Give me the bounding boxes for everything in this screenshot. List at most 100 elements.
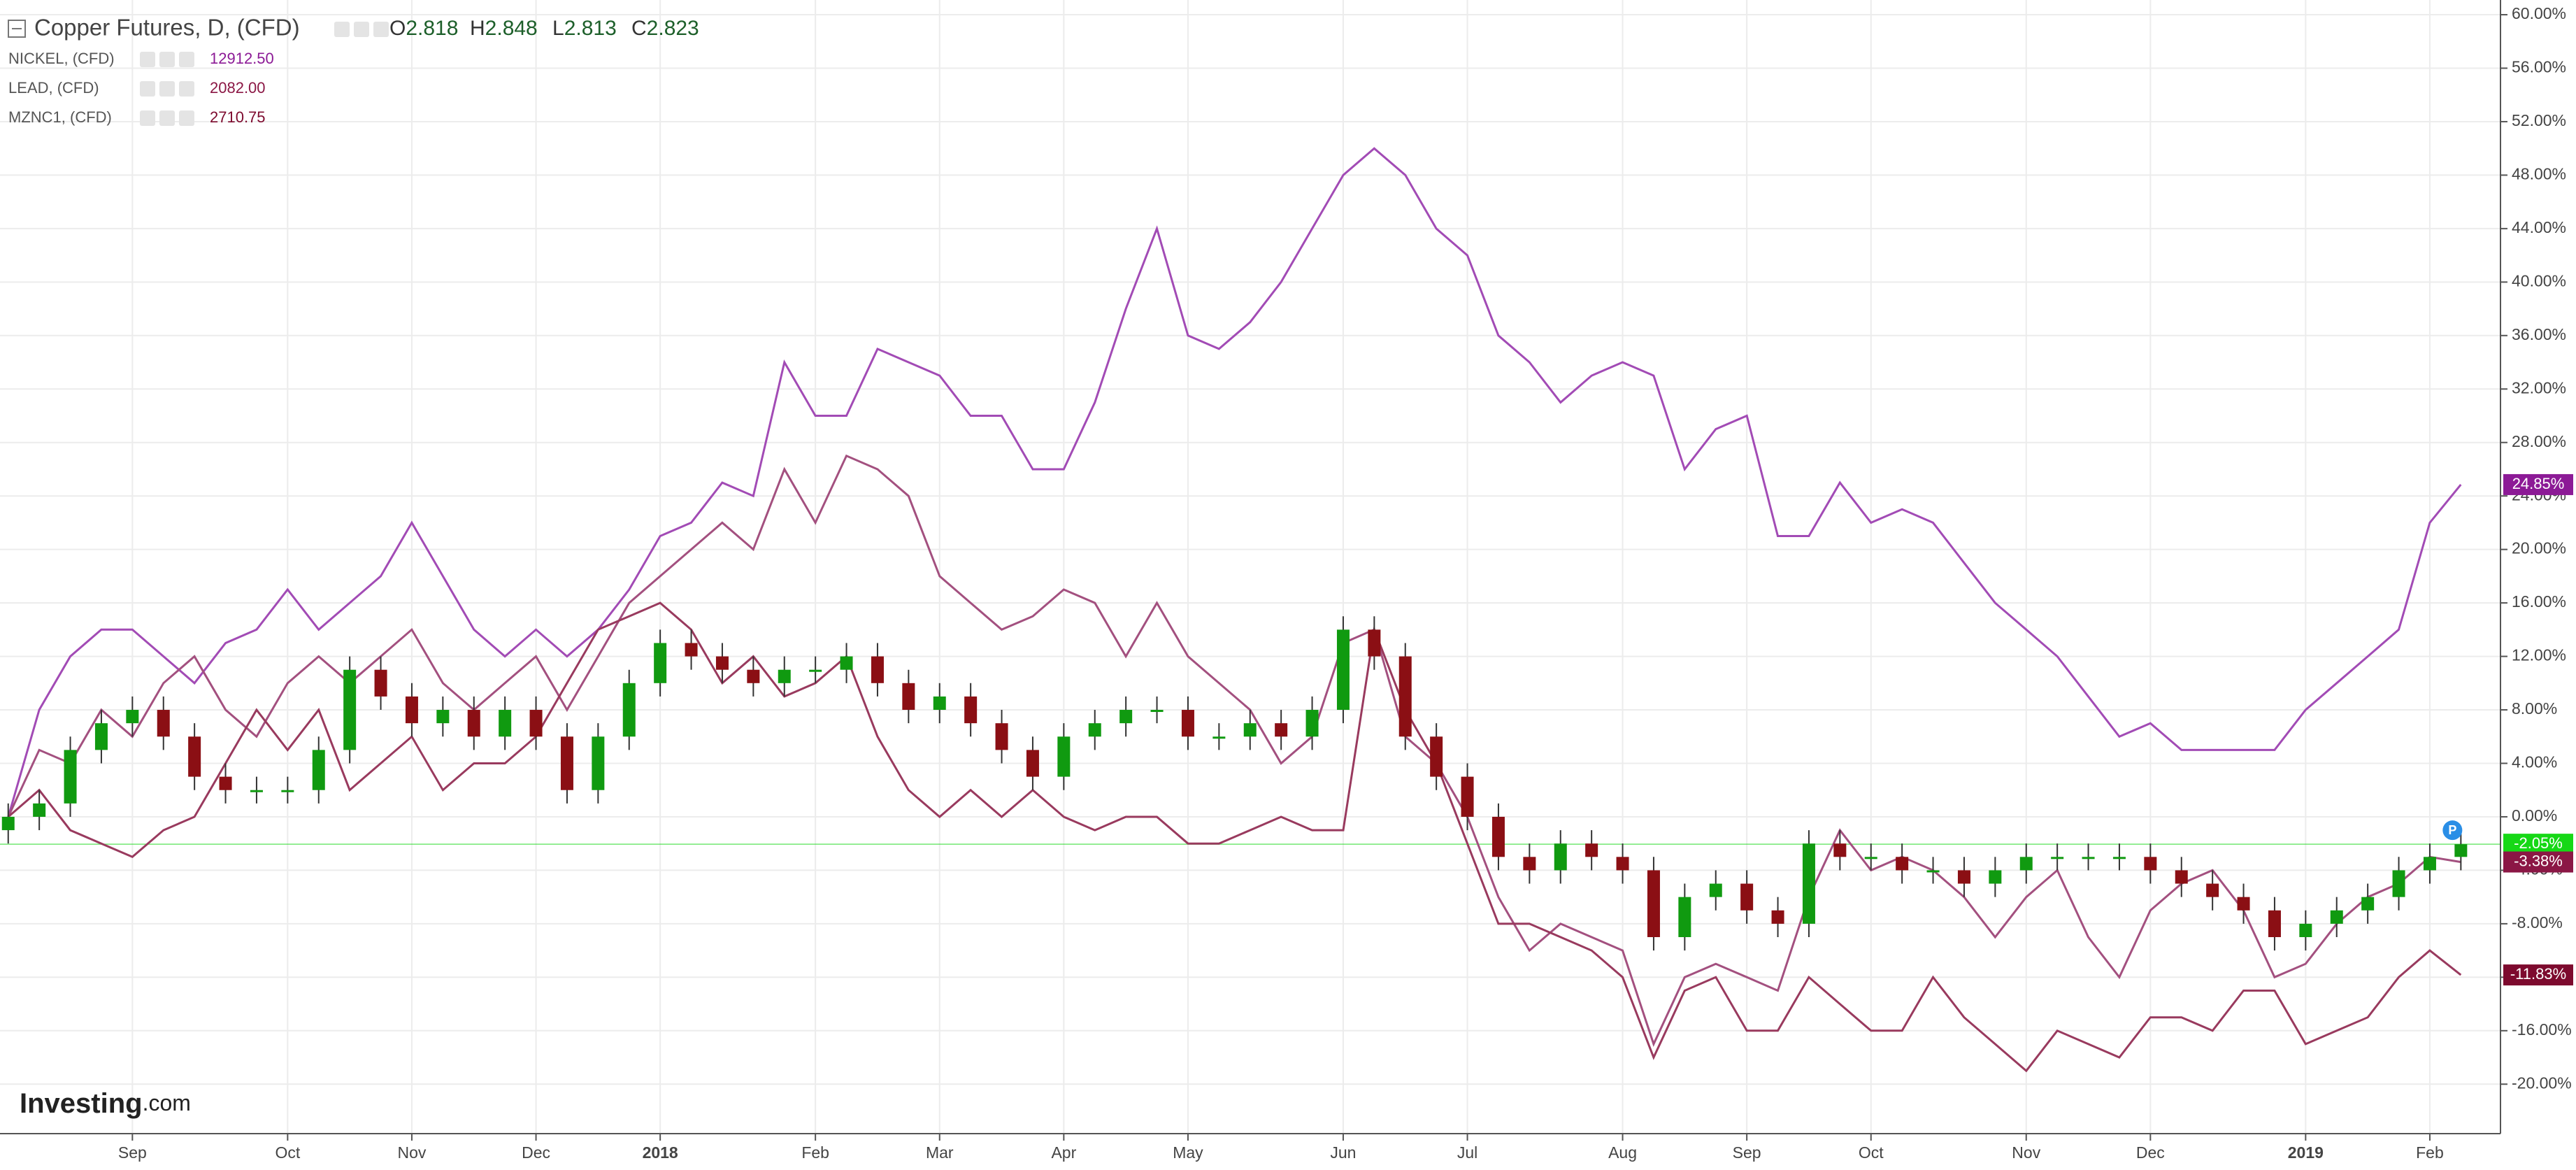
y-tick-label: 20.00% bbox=[2512, 539, 2566, 557]
candle-body bbox=[1802, 843, 1815, 924]
ohlc-item: O2.818 bbox=[389, 17, 458, 40]
chart-title: Copper Futures, D, (CFD) bbox=[34, 15, 300, 41]
candle-body bbox=[2392, 870, 2405, 897]
value-tag-bg bbox=[2503, 964, 2573, 986]
legend-icon bbox=[159, 110, 175, 126]
candle-body bbox=[1771, 910, 1784, 924]
ohlc-value: 2.848 bbox=[485, 17, 538, 40]
grid bbox=[0, 0, 2500, 1134]
legend-value: 2710.75 bbox=[210, 108, 266, 126]
ohlc-value: 2.823 bbox=[647, 17, 699, 40]
candle-body bbox=[2299, 923, 2312, 938]
plot: P bbox=[0, 147, 2500, 1073]
x-tick-label: Feb bbox=[2416, 1143, 2444, 1162]
candle-body bbox=[809, 669, 822, 672]
x-tick-label: Dec bbox=[2136, 1143, 2165, 1162]
watermark: Investing.com bbox=[20, 1088, 191, 1119]
y-tick-label: 52.00% bbox=[2512, 111, 2566, 129]
legend-value: 2082.00 bbox=[210, 79, 266, 97]
watermark-suffix: .com bbox=[143, 1090, 191, 1115]
legend-value: 12912.50 bbox=[210, 50, 274, 67]
x-tick-label: Nov bbox=[2012, 1143, 2040, 1162]
y-tick-label: -16.00% bbox=[2512, 1020, 2572, 1039]
candle-body bbox=[2237, 897, 2250, 911]
candle-body bbox=[778, 669, 791, 683]
ohlc-item: L2.813 bbox=[552, 17, 617, 40]
y-tick-label: 28.00% bbox=[2512, 432, 2566, 450]
candle-body bbox=[1243, 723, 1257, 737]
candle-body bbox=[560, 736, 573, 790]
event-marker-text: P bbox=[2448, 823, 2456, 837]
candle-body bbox=[2454, 844, 2468, 857]
candle-body bbox=[840, 656, 853, 670]
candle-body bbox=[2330, 910, 2343, 924]
series-line bbox=[7, 147, 2462, 818]
candle-body bbox=[1896, 857, 1909, 871]
candle-body bbox=[1491, 816, 1505, 857]
candle-body bbox=[747, 669, 760, 683]
legend: Copper Futures, D, (CFD) O2.818 H2.848 L2.8… bbox=[8, 15, 699, 1119]
y-tick-label: 56.00% bbox=[2512, 58, 2566, 76]
candle-body bbox=[1305, 710, 1319, 737]
legend-icon bbox=[179, 52, 194, 67]
candle-body bbox=[1647, 870, 1660, 938]
candle-body bbox=[995, 723, 1008, 750]
candle-body bbox=[964, 696, 978, 724]
x-tick-label: Jul bbox=[1457, 1143, 1477, 1162]
candle-body bbox=[281, 790, 294, 792]
legend-name: NICKEL, (CFD) bbox=[8, 50, 115, 67]
candle-body bbox=[1336, 629, 1350, 711]
x-tick-label: Aug bbox=[1608, 1143, 1637, 1162]
x-tick-label: Sep bbox=[118, 1143, 147, 1162]
candle-body bbox=[1275, 723, 1288, 737]
x-tick-label: May bbox=[1173, 1143, 1203, 1162]
ohlc-key: H bbox=[470, 17, 485, 40]
candle-body bbox=[64, 750, 77, 804]
candle-body bbox=[1833, 843, 1847, 857]
x-tick-label: Jun bbox=[1330, 1143, 1356, 1162]
candle-body bbox=[933, 696, 946, 711]
candle-body bbox=[715, 656, 729, 670]
candle-body bbox=[2175, 870, 2188, 884]
legend-icon bbox=[140, 81, 155, 97]
candle-body bbox=[1088, 723, 1101, 737]
candle-body bbox=[405, 696, 418, 724]
candle-body bbox=[1616, 857, 1629, 871]
y-tick-label: 60.00% bbox=[2512, 4, 2566, 22]
y-tick-label: 32.00% bbox=[2512, 378, 2566, 397]
candle-body bbox=[2112, 857, 2126, 859]
x-tick-label: Apr bbox=[1051, 1143, 1076, 1162]
candle-body bbox=[529, 710, 543, 737]
candle-body bbox=[1461, 776, 1474, 817]
candle-body bbox=[1, 816, 15, 831]
x-tick-label: 2019 bbox=[2288, 1143, 2324, 1162]
x-tick-label: Oct bbox=[1859, 1143, 1884, 1162]
legend-icon bbox=[354, 22, 369, 37]
x-tick-label: Sep bbox=[1733, 1143, 1761, 1162]
candle-body bbox=[33, 803, 46, 817]
x-tick-label: Nov bbox=[397, 1143, 426, 1162]
candle-body bbox=[2019, 857, 2033, 871]
candle-body bbox=[871, 656, 884, 683]
candle-body bbox=[1057, 736, 1071, 777]
y-tick-label: 44.00% bbox=[2512, 218, 2566, 236]
x-tick-label: Feb bbox=[801, 1143, 829, 1162]
collapse-icon bbox=[8, 20, 26, 38]
candle-body bbox=[250, 790, 263, 792]
candle-body bbox=[1989, 870, 2002, 884]
legend-icon bbox=[179, 81, 194, 97]
ohlc-key: L bbox=[552, 17, 564, 40]
y-tick-label: 0.00% bbox=[2512, 806, 2557, 825]
candle-body bbox=[1212, 736, 1226, 739]
ohlc-item: H2.848 bbox=[470, 17, 538, 40]
candle-body bbox=[157, 710, 170, 737]
ohlc-value: 2.813 bbox=[564, 17, 617, 40]
candle-body bbox=[685, 643, 698, 657]
candle-body bbox=[654, 643, 667, 683]
candle-body bbox=[312, 750, 325, 790]
value-tag-bg bbox=[2503, 834, 2573, 855]
candle-body bbox=[1181, 710, 1194, 737]
y-tick-label: -8.00% bbox=[2512, 913, 2563, 932]
